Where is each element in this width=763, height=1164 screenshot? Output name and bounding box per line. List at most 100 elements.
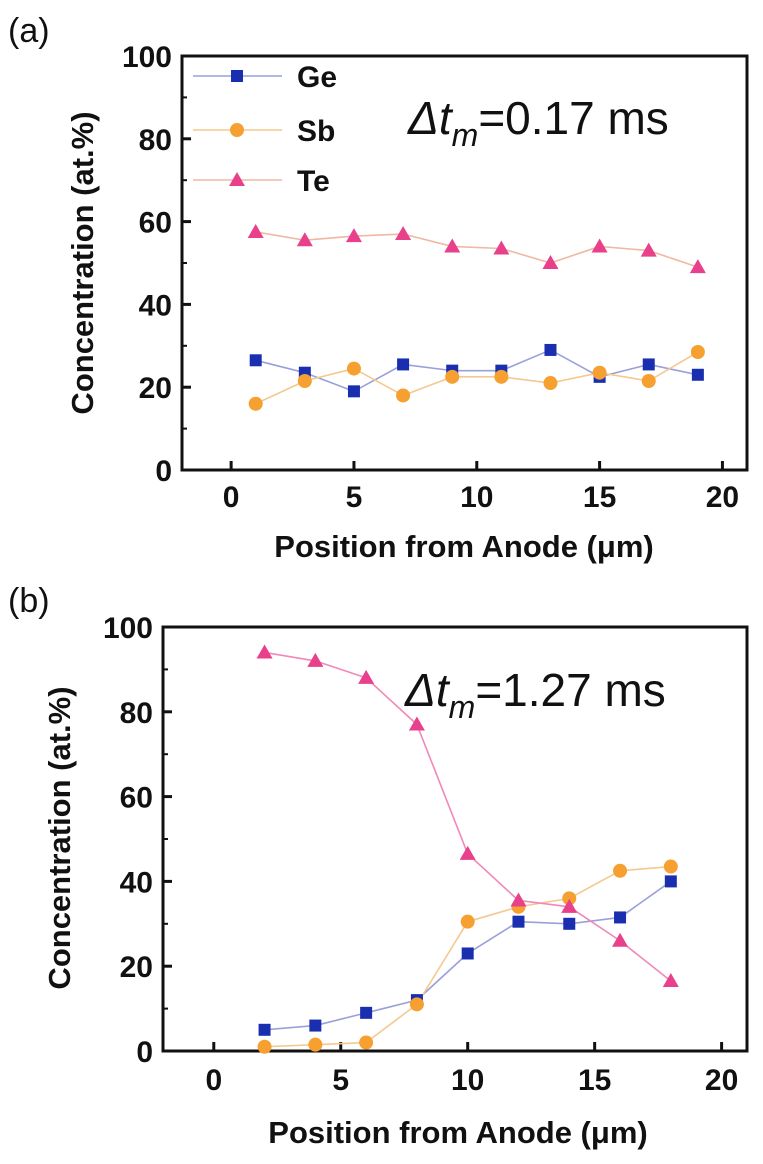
x-tick-label: 20 [705,1064,738,1097]
panel-b-annotation: Δtm=1.27 ms [404,664,666,725]
data-point-sb [562,891,577,906]
y-tick-label: 100 [122,41,172,74]
y-tick-label: 20 [120,951,153,984]
legend-marker-te [229,172,245,186]
series-line-ge [255,349,699,393]
data-point-te [247,223,264,238]
data-point-sb [359,1035,374,1050]
data-point-te [395,226,412,241]
panel-a-y-tick-labels: 0 20 40 60 80 100 [122,41,172,488]
panel-a-series-lines [255,231,699,405]
data-point-ge [360,1006,373,1019]
data-point-te [345,228,362,243]
legend-label-ge: Ge [297,61,337,94]
y-tick-label: 40 [120,866,153,899]
legend-label-te: Te [297,165,330,198]
data-point-sb [690,345,705,360]
data-point-te [542,255,559,269]
legend-label-sb: Sb [297,115,335,148]
data-point-ge [258,1023,271,1036]
data-point-ge [347,385,360,398]
data-point-sb [494,369,509,384]
series-line-te [255,231,699,268]
x-tick-label: 15 [578,1064,611,1097]
data-point-sb [346,361,361,376]
y-tick-label: 80 [139,124,172,157]
data-point-te [591,238,608,253]
data-point-ge [249,354,262,367]
series-line-sb [255,351,699,405]
data-point-sb [460,914,475,929]
panel-b-y-tick-labels: 0 20 40 60 80 100 [103,612,153,1069]
data-point-te [444,238,461,253]
data-point-ge [512,915,525,928]
data-point-te [612,932,629,947]
panel-a-annotation-delta: Δt [407,92,454,144]
y-tick-label: 60 [120,782,153,815]
data-point-ge [614,911,627,924]
panel-b-label: (b) [8,582,50,620]
panel-b-y-axis-title: Concentration (at.%) [42,686,77,989]
data-point-te [408,716,425,731]
legend-marker-sb [230,123,244,137]
data-point-te [510,892,527,907]
data-point-sb [543,376,558,391]
panel-a-x-axis-title: Position from Anode (μm) [274,529,653,564]
panel-a-markers [247,223,706,411]
x-tick-label: 20 [706,481,739,514]
panel-a-annotation: Δtm=0.17 ms [407,92,669,153]
data-point-sb [641,373,656,388]
panel-b-annotation-delta: Δt [404,664,451,716]
data-point-te [640,242,657,257]
x-tick-label: 0 [223,481,240,514]
data-point-te [296,232,313,247]
y-tick-label: 80 [120,697,153,730]
panel-b-x-axis-title: Position from Anode (μm) [268,1115,647,1150]
data-point-ge [691,368,704,381]
panel-a-annotation-sub: m [452,117,479,153]
x-tick-label: 5 [346,481,363,514]
panel-b-annotation-value: =1.27 ms [475,664,666,716]
data-point-sb [592,365,607,380]
data-point-ge [664,875,677,888]
x-tick-label: 10 [460,481,493,514]
y-tick-label: 40 [139,289,172,322]
data-point-ge [397,358,410,371]
data-point-te [459,845,476,860]
panel-b-x-tick-labels: 0 5 10 15 20 [205,1064,738,1097]
data-point-sb [308,1037,323,1052]
data-point-te [493,240,510,255]
data-point-sb [297,373,312,388]
x-tick-label: 0 [205,1064,222,1097]
data-point-te [358,669,375,684]
x-tick-label: 15 [583,481,616,514]
y-tick-label: 20 [139,372,172,405]
x-tick-label: 10 [451,1064,484,1097]
panel-b: (b) 0 5 10 15 20 0 20 40 60 80 100 Position from … [8,582,749,1150]
data-point-ge [642,358,655,371]
data-point-sb [396,388,411,403]
data-point-te [307,652,324,667]
data-point-ge [563,917,576,930]
data-point-te [662,973,679,988]
panel-b-markers [256,644,679,1054]
data-point-te [256,644,273,659]
panel-b-annotation-sub: m [449,689,476,725]
data-point-sb [257,1039,272,1054]
panel-a-axes [182,54,724,472]
data-point-ge [309,1019,322,1032]
legend-marker-ge [231,70,243,82]
y-tick-label: 60 [139,207,172,240]
data-point-ge [461,947,474,960]
data-point-te [561,898,578,913]
panel-b-axes [163,625,724,1053]
panel-a-annotation-value: =0.17 ms [478,92,669,144]
x-tick-label: 5 [332,1064,349,1097]
panel-a-legend: Ge Sb Te [193,61,337,198]
y-tick-label: 0 [136,1036,153,1069]
data-point-sb [663,859,678,874]
panel-a-label: (a) [8,12,50,50]
y-tick-label: 0 [155,455,172,488]
data-point-sb [445,369,460,384]
